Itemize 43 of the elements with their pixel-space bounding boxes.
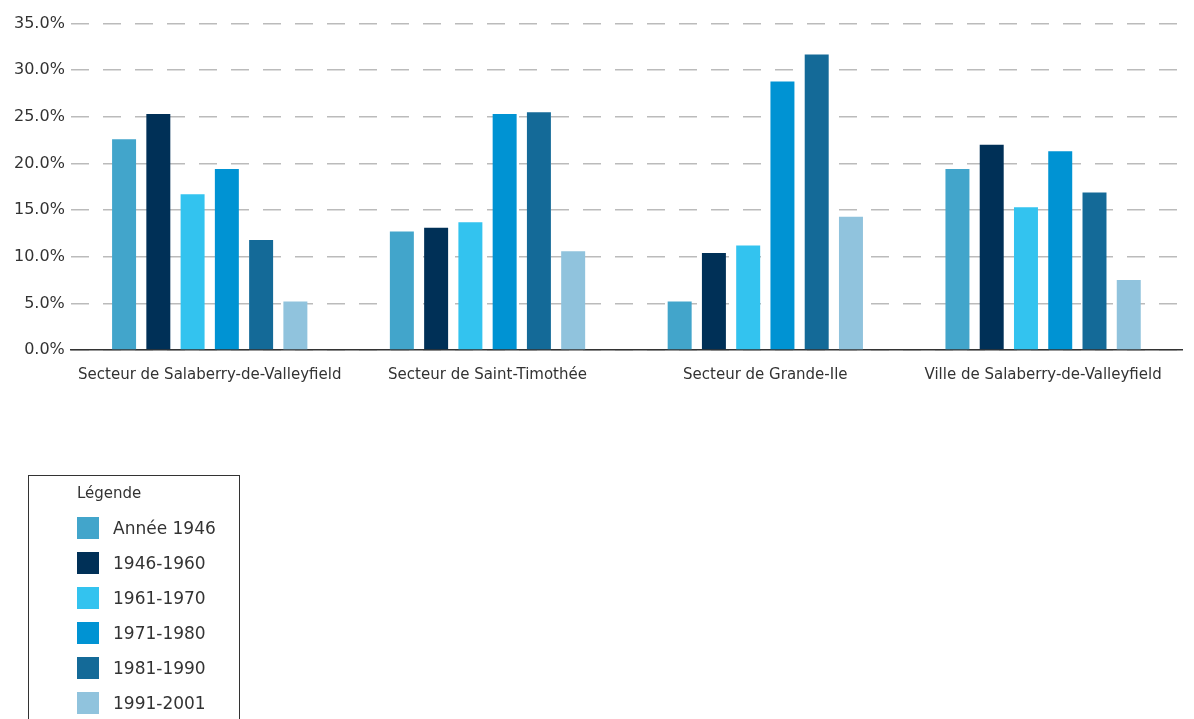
y-tick-label: 10.0% [14, 245, 65, 265]
bar [112, 139, 137, 350]
bar [736, 245, 761, 350]
bar [979, 144, 1004, 350]
bar [492, 114, 517, 350]
legend-label: 1991-2001 [113, 692, 206, 713]
legend-title: Légende [77, 484, 143, 502]
bar [770, 81, 795, 350]
bar [249, 239, 274, 350]
bar [804, 54, 829, 350]
bar [214, 169, 239, 350]
y-tick-label: 25.0% [14, 106, 65, 126]
bar [458, 222, 483, 350]
bar [667, 301, 692, 350]
y-tick-label: 35.0% [14, 12, 65, 32]
legend-label: 1981-1990 [113, 657, 206, 678]
bar [389, 231, 414, 350]
bar [1013, 207, 1038, 350]
bar [1116, 280, 1141, 350]
x-tick-label: Secteur de Grande-Ile [683, 364, 848, 383]
x-tick-label: Secteur de Salaberry-de-Valleyfield [78, 364, 342, 383]
legend-label: 1961-1970 [113, 587, 206, 608]
legend-label: Année 1946 [113, 517, 216, 538]
y-tick-label: 0.0% [24, 339, 65, 359]
bar [561, 251, 586, 350]
bar [146, 114, 171, 350]
bar [1048, 151, 1073, 350]
bar [424, 227, 449, 350]
bar [838, 216, 863, 350]
bar [180, 194, 205, 350]
x-tick-label: Secteur de Saint-Timothée [388, 364, 587, 383]
x-tick-label: Ville de Salaberry-de-Valleyfield [924, 364, 1162, 383]
y-tick-label: 20.0% [14, 152, 65, 172]
y-tick-label: 5.0% [24, 292, 65, 312]
bar [701, 253, 726, 350]
legend-label: 1971-1980 [113, 622, 206, 643]
bar [1082, 192, 1107, 350]
bar [526, 112, 551, 350]
bar [945, 169, 970, 350]
y-tick-label: 30.0% [14, 59, 65, 79]
y-tick-label: 15.0% [14, 199, 65, 219]
bar [283, 301, 308, 350]
legend-label: 1946-1960 [113, 552, 206, 573]
